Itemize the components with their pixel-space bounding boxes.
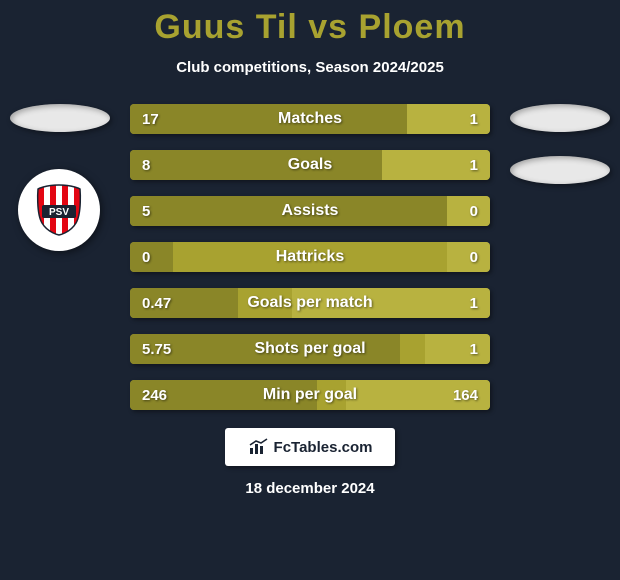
player-right-placeholder-2 [510,156,610,184]
brand-logo: FcTables.com [225,428,395,466]
psv-logo-icon: PSV [32,183,86,237]
player-right-placeholder-1 [510,104,610,132]
page-title: Guus Til vs Ploem [0,8,620,47]
stat-value-right: 1 [470,288,478,318]
stat-row-shots-per-goal: 5.75 Shots per goal 1 [130,334,490,364]
stat-label: Matches [130,104,490,134]
stat-value-right: 0 [470,196,478,226]
stat-label: Assists [130,196,490,226]
stat-row-min-per-goal: 246 Min per goal 164 [130,380,490,410]
stat-row-matches: 17 Matches 1 [130,104,490,134]
stat-row-assists: 5 Assists 0 [130,196,490,226]
stat-value-right: 0 [470,242,478,272]
svg-text:PSV: PSV [49,207,69,218]
stat-bars: 17 Matches 1 8 Goals 1 5 Assists 0 0 Hat… [130,104,490,410]
main: PSV 17 Matches 1 8 Goals 1 5 Assists 0 [0,104,620,497]
stat-value-right: 1 [470,334,478,364]
club-logo: PSV [18,169,100,251]
stat-label: Hattricks [130,242,490,272]
chart-icon [248,438,270,456]
stat-row-goals-per-match: 0.47 Goals per match 1 [130,288,490,318]
stat-value-right: 1 [470,150,478,180]
stat-label: Goals [130,150,490,180]
stat-row-goals: 8 Goals 1 [130,150,490,180]
stat-value-right: 1 [470,104,478,134]
stat-label: Goals per match [130,288,490,318]
stat-value-right: 164 [453,380,478,410]
stat-label: Min per goal [130,380,490,410]
header: Guus Til vs Ploem Club competitions, Sea… [0,0,620,76]
page-subtitle: Club competitions, Season 2024/2025 [0,59,620,76]
footer-date: 18 december 2024 [0,480,620,497]
stat-row-hattricks: 0 Hattricks 0 [130,242,490,272]
stat-label: Shots per goal [130,334,490,364]
brand-text: FcTables.com [274,439,373,456]
player-left-placeholder [10,104,110,132]
